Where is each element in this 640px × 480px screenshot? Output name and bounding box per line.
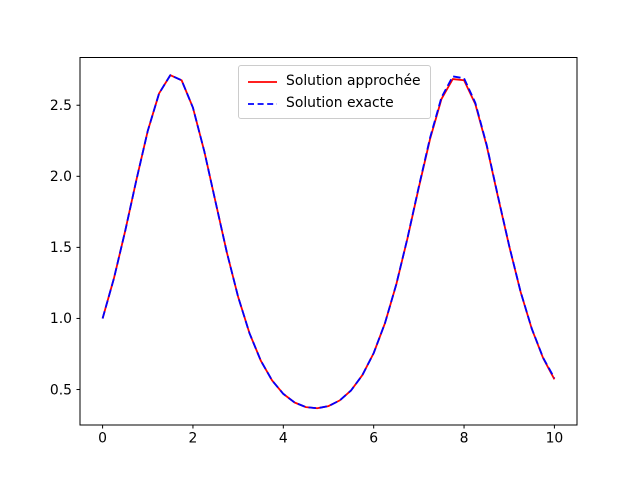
legend-line-sample-solid-icon	[248, 80, 277, 83]
legend-label-exacte: Solution exacte	[286, 95, 394, 111]
x-tick-label: 10	[546, 431, 564, 447]
x-tick-label: 8	[460, 431, 469, 447]
plot-border	[79, 57, 578, 426]
y-tick-label: 0.5	[50, 382, 72, 398]
y-tick-label: 2.5	[50, 98, 72, 114]
curve-exacte	[101, 74, 556, 410]
y-tick-label: 2.0	[50, 169, 72, 185]
y-tick-label: 1.0	[50, 311, 72, 327]
legend-entry-exacte: Solution exacte	[247, 94, 421, 113]
legend: Solution approchée Solution exacte	[238, 65, 431, 119]
legend-entry-approchee: Solution approchée	[247, 72, 421, 91]
y-tick-label: 1.5	[50, 240, 72, 256]
curve-approchee	[101, 74, 556, 410]
x-tick-label: 2	[189, 431, 198, 447]
legend-line-sample-dashed-icon	[248, 102, 277, 105]
x-tick-label: 4	[279, 431, 288, 447]
x-tick-label: 0	[98, 431, 107, 447]
legend-label-approchee: Solution approchée	[286, 73, 421, 89]
x-tick-label: 6	[369, 431, 378, 447]
